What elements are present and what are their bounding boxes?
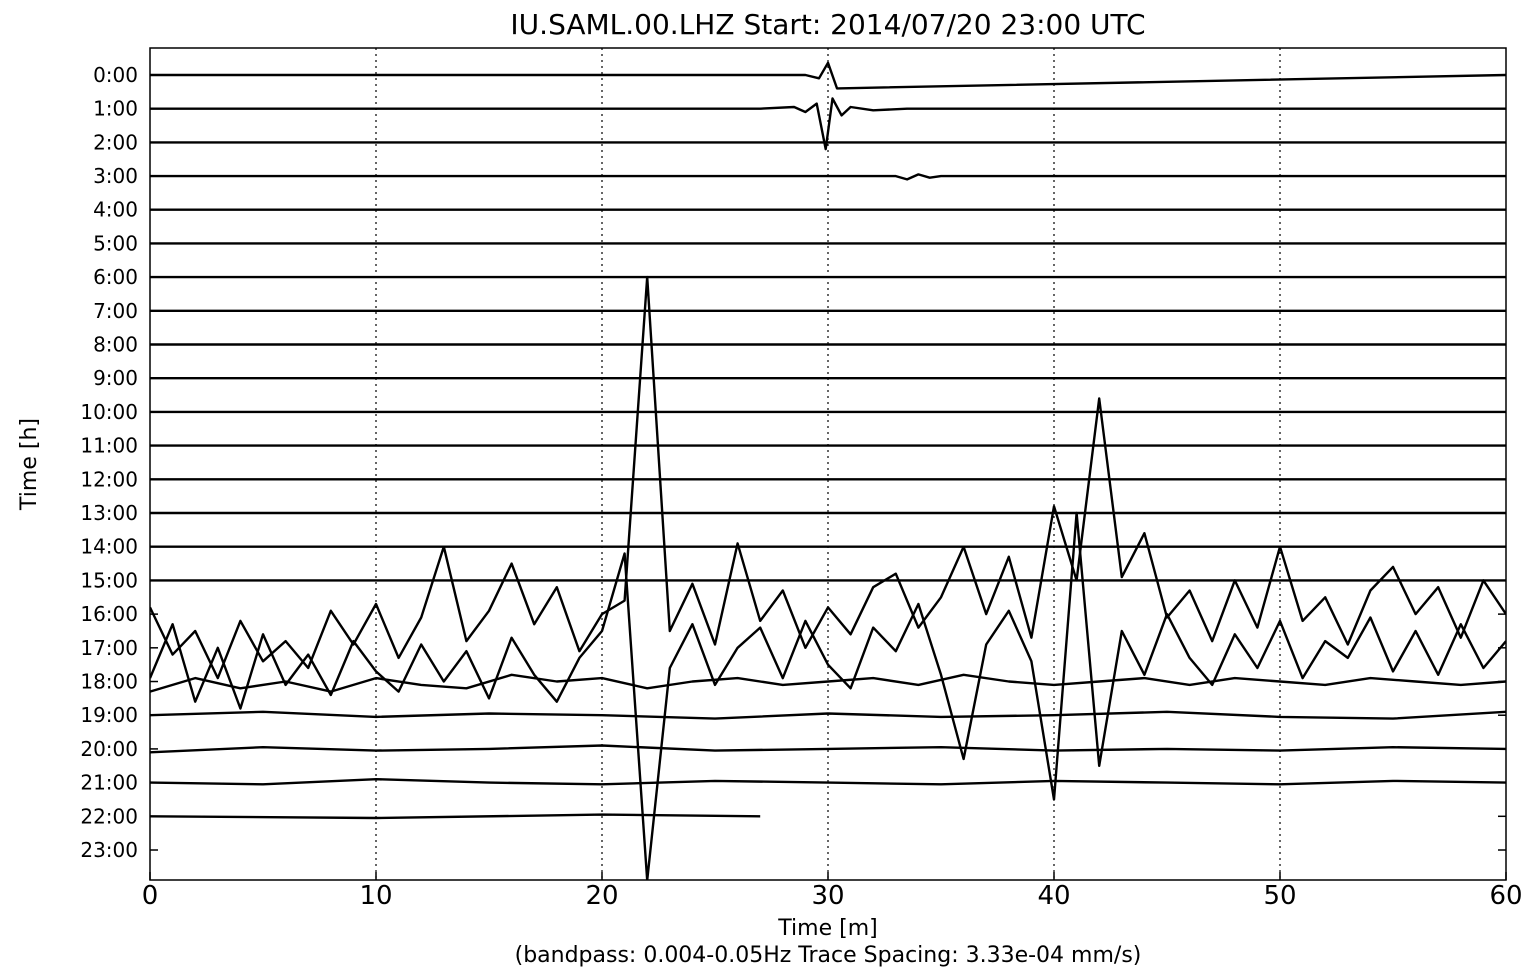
- trace: [150, 744, 1506, 754]
- y-tick-label: 19:00: [80, 703, 138, 727]
- y-tick-label: 17:00: [80, 636, 138, 660]
- trace: [150, 275, 1506, 680]
- trace: [150, 673, 1506, 693]
- y-tick-label: 22:00: [80, 804, 138, 828]
- trace: [150, 778, 1506, 786]
- subtitle: (bandpass: 0.004-0.05Hz Trace Spacing: 3…: [515, 943, 1142, 968]
- x-axis-label: Time [m]: [777, 916, 877, 941]
- y-tick-label: 16:00: [80, 602, 138, 626]
- x-tick-label: 0: [142, 881, 159, 911]
- y-tick-label: 15:00: [80, 568, 138, 592]
- trace: [150, 97, 1506, 151]
- y-tick-label: 6:00: [93, 265, 138, 289]
- y-tick-label: 10:00: [80, 400, 138, 424]
- trace: [150, 813, 761, 820]
- x-tick-label: 40: [1037, 881, 1070, 911]
- trace: [150, 710, 1506, 720]
- y-tick-label: 8:00: [93, 333, 138, 357]
- y-tick-label: 4:00: [93, 198, 138, 222]
- y-tick-label: 12:00: [80, 467, 138, 491]
- y-tick-label: 0:00: [93, 63, 138, 87]
- y-tick-label: 9:00: [93, 366, 138, 390]
- x-tick-label: 20: [585, 881, 618, 911]
- y-tick-label: 3:00: [93, 164, 138, 188]
- y-tick-label: 20:00: [80, 737, 138, 761]
- x-tick-label: 30: [811, 881, 844, 911]
- y-tick-label: 1:00: [93, 97, 138, 121]
- y-tick-label: 18:00: [80, 670, 138, 694]
- y-tick-label: 5:00: [93, 231, 138, 255]
- y-tick-label: 7:00: [93, 299, 138, 323]
- y-tick-label: 13:00: [80, 501, 138, 525]
- y-tick-label: 21:00: [80, 771, 138, 795]
- trace: [150, 61, 1506, 90]
- chart-title: IU.SAML.00.LHZ Start: 2014/07/20 23:00 U…: [510, 8, 1145, 41]
- y-axis-label: Time [h]: [17, 418, 42, 511]
- trace: [150, 511, 1506, 880]
- trace: [150, 173, 1506, 181]
- x-tick-label: 10: [359, 881, 392, 911]
- y-tick-label: 14:00: [80, 535, 138, 559]
- y-tick-label: 2:00: [93, 130, 138, 154]
- x-tick-label: 50: [1263, 881, 1296, 911]
- y-tick-label: 11:00: [80, 434, 138, 458]
- y-tick-label: 23:00: [80, 838, 138, 862]
- x-tick-label: 60: [1489, 881, 1522, 911]
- plot-frame: [149, 47, 1507, 881]
